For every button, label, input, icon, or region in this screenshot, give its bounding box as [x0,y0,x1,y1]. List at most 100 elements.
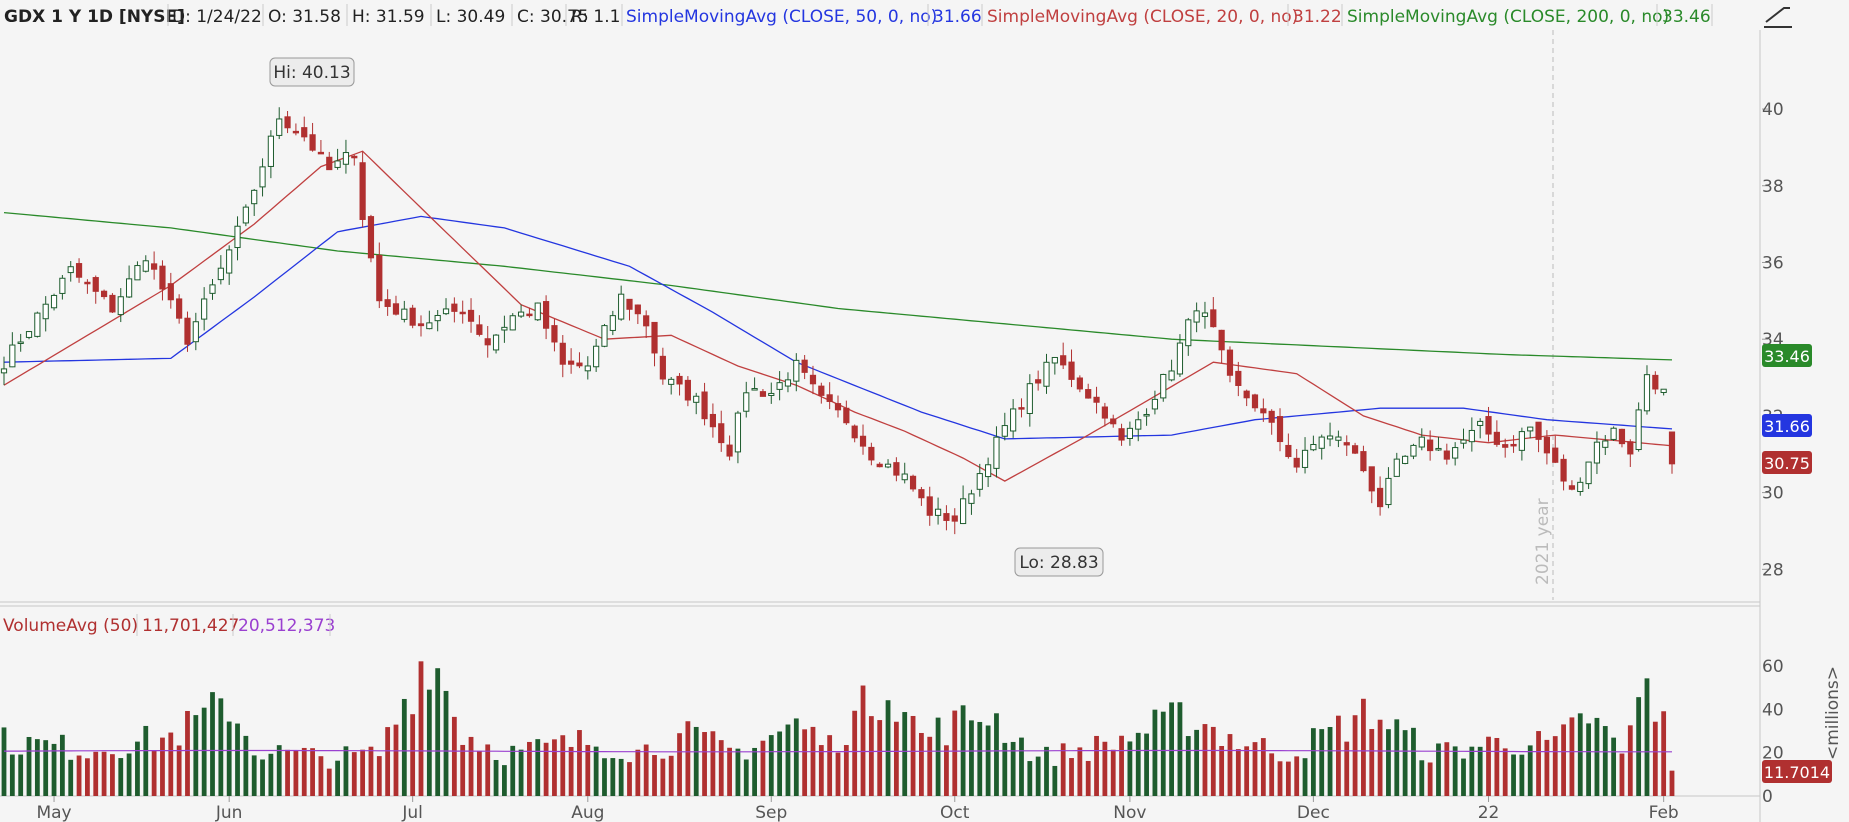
candle-down [1485,406,1492,442]
candle-down [1368,466,1375,504]
candle-body [201,298,208,320]
candle-body [876,463,883,468]
candle-body [893,462,900,476]
candle-up [1201,301,1209,329]
candle-up [1010,399,1017,438]
candle-down [1560,454,1567,491]
volume-bar [1511,754,1516,796]
candle-body [1126,427,1134,439]
candle-body [626,298,633,310]
candle-up [1001,412,1008,441]
candle-body [1518,431,1525,451]
candle-up [1026,374,1033,427]
candle-body [59,277,66,294]
candle-body [1493,431,1500,445]
volume-bar [1169,702,1174,796]
volume-bar [1527,745,1533,796]
sma50-line [3,215,1673,440]
volume-bar [1486,736,1491,796]
volume-bar [652,755,657,796]
candle-body [242,206,249,224]
volume-bar [1536,731,1541,796]
candle-body [818,385,825,396]
candle-up [1393,452,1400,477]
candle-body [751,388,758,391]
volume-bar [1544,739,1550,796]
candle-body [1610,427,1617,440]
sma200-label: SimpleMovingAvg (CLOSE, 200, 0, no) [1347,7,1669,27]
candle-body [1335,436,1342,441]
candle-body [326,156,333,171]
candle-down [1226,346,1234,383]
candle-up [242,204,249,227]
drawing-tool-icon[interactable] [1760,0,1849,30]
candle-down [576,352,583,369]
volume-bar [877,720,883,796]
volume-bar [210,692,215,796]
volume-bar [85,758,90,796]
candle-down [109,293,116,314]
candle-down [476,315,483,337]
volume-bar [902,712,908,796]
candle-body [1026,383,1033,414]
candle-down [1260,398,1267,422]
candle-up [601,323,608,348]
candle-up [25,331,33,340]
volume-tick-label: 0 [1762,787,1773,807]
candle-body [618,293,625,320]
candle-up [1402,455,1409,465]
volume-bar [952,710,958,796]
sma50-label: SimpleMovingAvg (CLOSE, 50, 0, no) [626,7,937,27]
price-pane [0,0,1760,600]
volume-bars-layer [1,661,1675,796]
candle-down [1268,409,1275,435]
candle-up [1143,408,1150,426]
candle-down [1085,383,1092,399]
candle-body [534,302,541,321]
year-label: 2021 year [1533,498,1553,585]
volume-bar [1210,726,1216,796]
candle-body [84,281,91,285]
candle-down [317,140,325,155]
candle-body [217,267,224,281]
candle-down [918,486,925,506]
candle-up [784,372,792,393]
candle-body [1185,319,1192,347]
candle-body [1602,440,1609,448]
volume-bar [1110,749,1116,796]
volume-bar [1035,756,1041,796]
candle-body [109,294,116,313]
volume-bar [1027,761,1033,796]
candle-body [1527,426,1534,432]
volume-bar [560,735,566,796]
candle-up [126,265,133,298]
candle-up [668,377,675,395]
volume-bar [527,741,532,796]
candle-down [1235,361,1242,397]
candle-body [100,290,108,298]
volume-bar [460,744,466,796]
candle-body [309,134,316,151]
candle-down [643,310,650,339]
volume-bar [677,733,682,796]
candle-body [776,382,783,390]
candle-body [75,263,83,278]
volume-bar [710,731,716,796]
candle-up [9,332,16,368]
candle-down [1243,389,1250,407]
candle-down [184,311,191,352]
candle-body [1552,447,1559,463]
candle-body [467,309,475,322]
candle-down [818,382,825,404]
candle-down [684,376,691,407]
volume-bar [1519,754,1525,796]
volume-bar [568,746,574,796]
candle-up [734,410,742,464]
candle-up [509,313,516,331]
candle-up [985,457,992,487]
volume-bar [627,762,632,796]
candle-body [1668,431,1676,465]
candle-body [851,425,858,439]
volume-bar [1085,760,1091,796]
candle-down [626,298,633,321]
